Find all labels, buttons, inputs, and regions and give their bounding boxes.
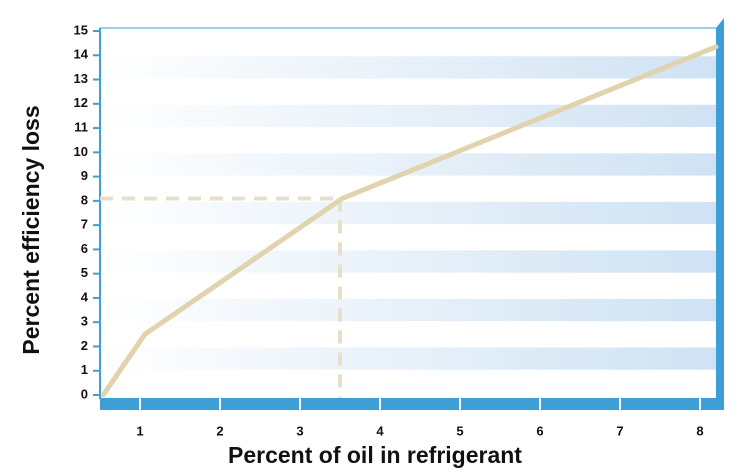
data-line <box>100 44 719 398</box>
x-tick-label: 3 <box>296 423 303 438</box>
y-tick-label: 10 <box>74 144 88 159</box>
y-tick-label: 4 <box>81 289 89 304</box>
x-tick-label: 8 <box>696 423 703 438</box>
background-band <box>100 347 718 370</box>
y-tick-label: 12 <box>74 95 88 110</box>
y-tick-label: 6 <box>81 241 88 256</box>
y-axis-title: Percent efficiency loss <box>18 105 44 354</box>
y-tick-label: 2 <box>81 338 88 353</box>
background-band <box>100 56 718 79</box>
y-tick-label: 14 <box>74 47 89 62</box>
x-tick-label: 2 <box>216 423 223 438</box>
x-tick-label: 6 <box>536 423 543 438</box>
x-tick-label: 1 <box>136 423 143 438</box>
background-band <box>100 250 718 273</box>
x-axis-bar <box>100 398 724 410</box>
y-tick-label: 8 <box>81 192 88 207</box>
right-frame <box>716 18 724 410</box>
background-band <box>100 201 718 225</box>
y-tick-label: 9 <box>81 168 88 183</box>
y-tick-label: 11 <box>74 120 88 135</box>
background-band <box>100 104 718 128</box>
y-tick-label: 0 <box>81 386 88 401</box>
x-tick-label: 7 <box>616 423 623 438</box>
y-tick-label: 5 <box>81 265 88 280</box>
x-tick-label: 4 <box>376 423 384 438</box>
y-tick-label: 7 <box>81 217 88 232</box>
background-band <box>100 153 718 176</box>
y-tick-label: 3 <box>81 314 88 329</box>
x-axis-title: Percent of oil in refrigerant <box>228 442 522 468</box>
y-tick-label: 13 <box>74 71 88 86</box>
x-tick-label: 5 <box>456 423 463 438</box>
y-tick-label: 15 <box>74 22 88 37</box>
background-band <box>100 298 718 322</box>
y-tick-label: 1 <box>81 362 88 377</box>
